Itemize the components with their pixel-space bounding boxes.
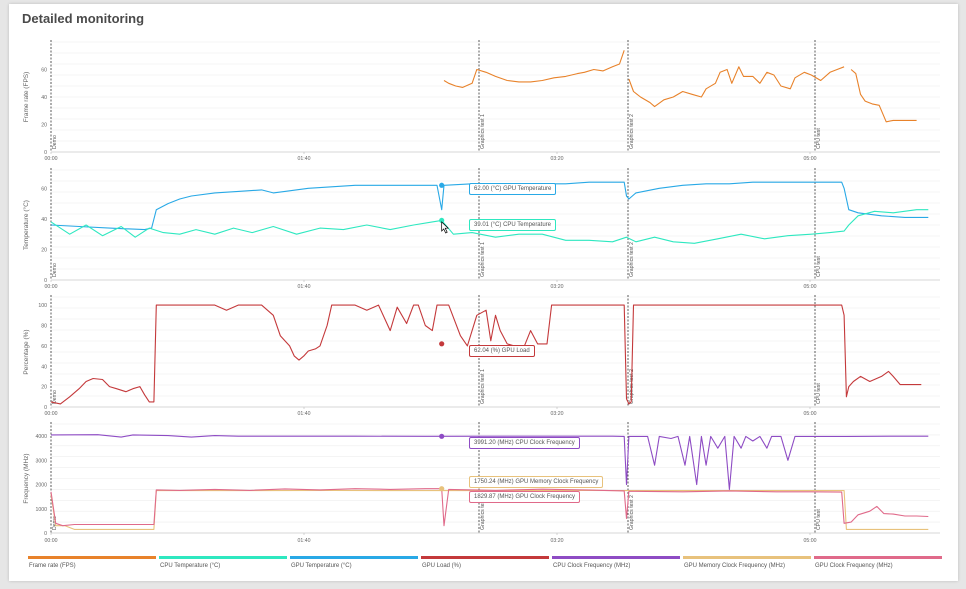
mouse-cursor-icon xyxy=(441,221,450,234)
test-marker-label: CPU test xyxy=(816,509,822,530)
series-line xyxy=(850,69,917,123)
legend-item[interactable]: CPU Clock Frequency (MHz) xyxy=(552,556,680,576)
x-tick-label: 01:40 xyxy=(298,538,311,544)
tooltip-cpu-clock: 3991.20 (MHz) CPU Clock Frequency xyxy=(469,437,580,449)
legend-label: GPU Load (%) xyxy=(422,563,462,569)
legend-label: CPU Clock Frequency (MHz) xyxy=(553,563,631,569)
tooltip-gpu-temperature: 62.00 (°C) GPU Temperature xyxy=(469,183,557,195)
legend-color-bar xyxy=(421,556,549,559)
test-marker-label: CPU test xyxy=(816,256,822,277)
series-line xyxy=(50,434,929,490)
x-tick-label: 05:00 xyxy=(804,538,817,544)
legend-color-bar xyxy=(814,556,942,559)
test-marker-label: Demo xyxy=(52,135,58,149)
legend-item[interactable]: GPU Temperature (°C) xyxy=(290,556,418,576)
y-tick-label: 3000 xyxy=(35,458,47,464)
y-tick-label: 20 xyxy=(41,247,47,253)
test-marker-label: Graphics test 1 xyxy=(480,495,486,530)
y-axis-label: Percentage (%) xyxy=(23,329,30,374)
y-tick-label: 0 xyxy=(44,278,47,284)
legend-color-bar xyxy=(28,556,156,559)
legend-item[interactable]: GPU Clock Frequency (MHz) xyxy=(814,556,942,576)
legend-label: GPU Clock Frequency (MHz) xyxy=(815,563,893,569)
y-tick-label: 20 xyxy=(41,123,47,129)
test-marker-label: Graphics test 2 xyxy=(629,495,635,530)
chart-legend: Frame rate (FPS) CPU Temperature (°C) GPU … xyxy=(28,556,946,576)
test-marker-label: Demo xyxy=(52,263,58,277)
test-marker-label: Graphics test 1 xyxy=(480,114,486,149)
y-axis-label: Frequency (MHz) xyxy=(23,453,30,503)
y-tick-label: 60 xyxy=(41,186,47,192)
legend-label: GPU Temperature (°C) xyxy=(291,563,352,569)
x-tick-label: 05:00 xyxy=(804,156,817,162)
hover-point-cpu-temperature xyxy=(439,217,445,224)
y-tick-label: 4000 xyxy=(35,434,47,440)
series-line xyxy=(50,488,929,527)
x-tick-label: 00:00 xyxy=(45,411,58,417)
test-marker-label: Graphics test 1 xyxy=(480,369,486,404)
legend-label: GPU Memory Clock Frequency (MHz) xyxy=(684,563,786,569)
legend-label: Frame rate (FPS) xyxy=(29,563,76,569)
tooltip-gpu-clock: 1829.87 (MHz) GPU Clock Frequency xyxy=(469,491,581,503)
x-tick-label: 03:20 xyxy=(551,538,564,544)
series-line xyxy=(628,66,845,108)
y-tick-label: 60 xyxy=(41,344,47,350)
y-tick-label: 2000 xyxy=(35,483,47,489)
y-tick-label: 80 xyxy=(41,324,47,330)
y-axis-label: Temperature (°C) xyxy=(22,200,30,250)
series-line xyxy=(443,50,625,88)
test-marker-label: CPU test xyxy=(816,128,822,149)
legend-label: CPU Temperature (°C) xyxy=(160,563,221,569)
hover-point-gpu-load xyxy=(439,341,445,347)
series-line xyxy=(50,489,929,530)
test-marker-label: Demo xyxy=(52,390,58,404)
legend-color-bar xyxy=(290,556,418,559)
series-line xyxy=(50,304,922,405)
y-tick-label: 40 xyxy=(41,364,47,370)
test-marker-label: Graphics test 2 xyxy=(629,242,635,277)
x-tick-label: 05:00 xyxy=(804,284,817,290)
hover-point-cpu-clock xyxy=(439,433,445,439)
hover-point-gpu-clock xyxy=(439,486,445,492)
y-tick-label: 0 xyxy=(44,531,47,537)
tooltip-gpu-load: 62.04 (%) GPU Load xyxy=(469,345,535,357)
x-tick-label: 00:00 xyxy=(45,284,58,290)
x-tick-label: 00:00 xyxy=(45,538,58,544)
x-tick-label: 03:20 xyxy=(551,156,564,162)
y-tick-label: 40 xyxy=(41,217,47,223)
legend-item[interactable]: GPU Memory Clock Frequency (MHz) xyxy=(683,556,811,576)
x-tick-label: 03:20 xyxy=(551,284,564,290)
y-tick-label: 60 xyxy=(41,68,47,74)
x-tick-label: 05:00 xyxy=(804,411,817,417)
tooltip-gpu-memory-clock: 1750.24 (MHz) GPU Memory Clock Frequency xyxy=(469,476,604,488)
legend-item[interactable]: Frame rate (FPS) xyxy=(28,556,156,576)
y-tick-label: 0 xyxy=(44,405,47,411)
x-tick-label: 03:20 xyxy=(551,411,564,417)
x-tick-label: 00:00 xyxy=(45,156,58,162)
y-tick-label: 1000 xyxy=(35,507,47,513)
legend-item[interactable]: GPU Load (%) xyxy=(421,556,549,576)
legend-item[interactable]: CPU Temperature (°C) xyxy=(159,556,287,576)
x-tick-label: 01:40 xyxy=(298,411,311,417)
y-tick-label: 40 xyxy=(41,95,47,101)
hover-point-gpu-temperature xyxy=(439,182,445,188)
legend-color-bar xyxy=(552,556,680,559)
x-tick-label: 01:40 xyxy=(298,156,311,162)
page-title: Detailed monitoring xyxy=(22,11,145,26)
y-tick-label: 100 xyxy=(38,303,47,309)
test-marker-label: Graphics test 2 xyxy=(629,114,635,149)
legend-color-bar xyxy=(159,556,287,559)
legend-color-bar xyxy=(683,556,811,559)
y-tick-label: 0 xyxy=(44,150,47,156)
tooltip-cpu-temperature: 39.01 (°C) CPU Temperature xyxy=(469,219,556,231)
test-marker-label: Graphics test 1 xyxy=(480,242,486,277)
y-axis-label: Frame rate (FPS) xyxy=(23,72,30,123)
x-tick-label: 01:40 xyxy=(298,284,311,290)
series-line xyxy=(50,209,929,244)
test-marker-label: CPU test xyxy=(816,383,822,404)
y-tick-label: 20 xyxy=(41,385,47,391)
